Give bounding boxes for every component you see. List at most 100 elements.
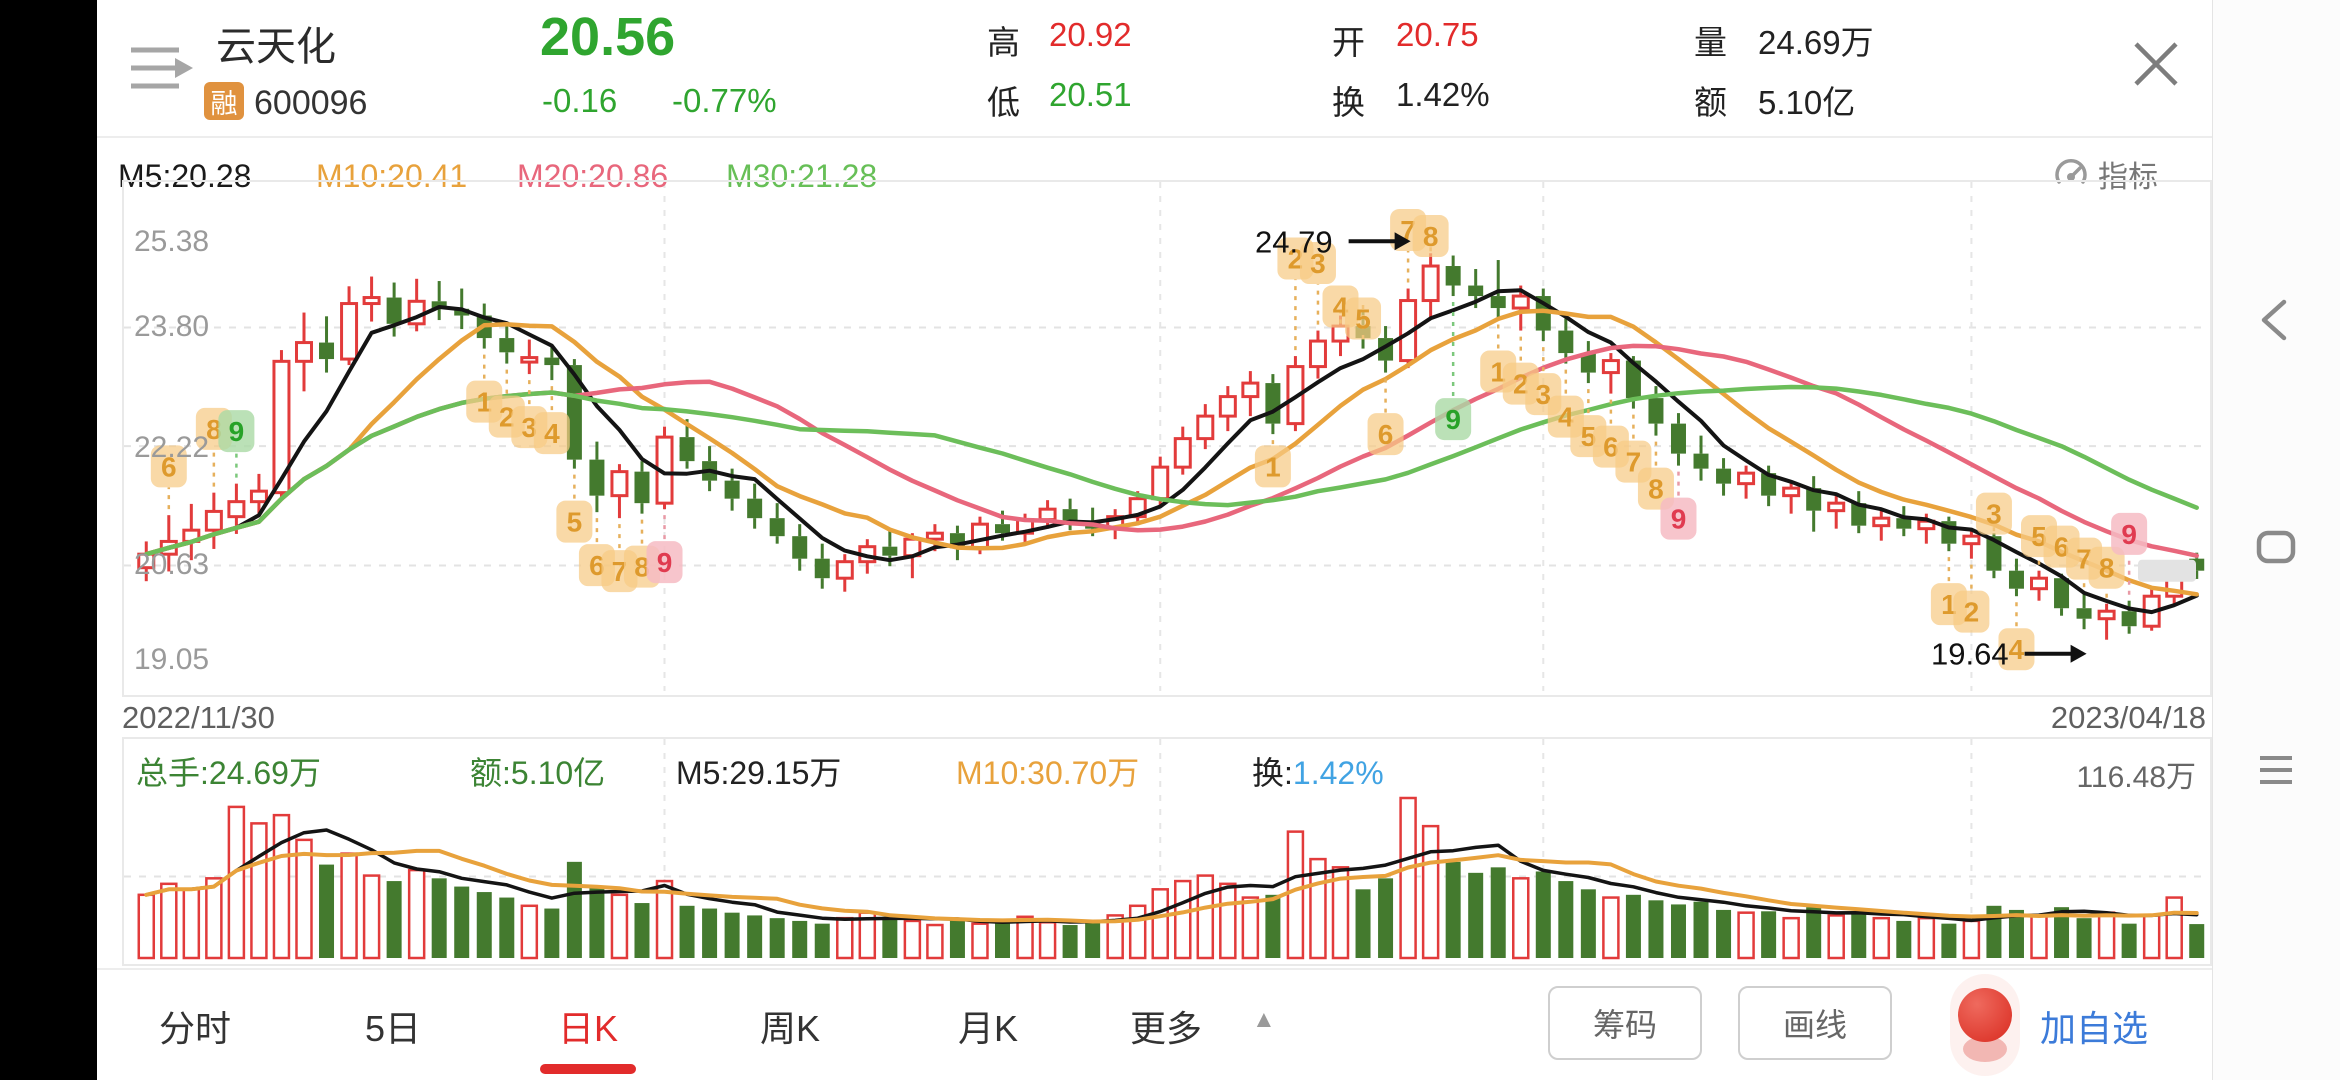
svg-text:6: 6	[589, 550, 605, 581]
stat-amount-value: 5.10亿	[1758, 84, 1856, 121]
svg-text:1: 1	[476, 387, 492, 418]
date-end: 2023/04/18	[2050, 700, 2206, 735]
vol-max-label: 116.48万	[2076, 761, 2196, 794]
recents-square-icon[interactable]	[2252, 523, 2300, 571]
menu-lines-icon[interactable]	[2252, 746, 2300, 794]
vol-turnover-value: 1.42%	[1292, 755, 1384, 791]
svg-text:9: 9	[2121, 519, 2137, 550]
stock-name: 云天化	[216, 25, 336, 69]
stat-volume-label: 量	[1694, 24, 1727, 61]
vol-ma10-label: M10:30.70万	[956, 755, 1140, 791]
volume-panel	[122, 737, 2212, 966]
svg-text:24.79: 24.79	[1255, 224, 1333, 259]
margin-badge: 融	[204, 82, 244, 120]
right-nav-rail	[2212, 0, 2340, 1080]
svg-text:6: 6	[1378, 419, 1394, 450]
stat-high-value: 20.92	[1049, 16, 1132, 53]
svg-text:1: 1	[1941, 589, 1957, 620]
indicator-button[interactable]: 指标	[2052, 152, 2158, 196]
ma10-legend: M10:20.41	[316, 158, 468, 194]
svg-text:5: 5	[1581, 421, 1597, 452]
svg-text:9: 9	[229, 416, 245, 447]
active-tab-indicator	[540, 1064, 636, 1074]
close-button[interactable]	[2128, 36, 2184, 97]
svg-text:2: 2	[1513, 369, 1529, 400]
svg-text:5: 5	[2031, 521, 2047, 552]
stat-open-value: 20.75	[1396, 16, 1479, 53]
stat-turnover-label: 换	[1332, 84, 1365, 121]
svg-text:3: 3	[1535, 379, 1551, 410]
tab-more[interactable]: 更多	[1130, 1000, 1202, 1052]
close-icon	[2134, 42, 2178, 86]
y-axis-label: 20.63	[134, 548, 210, 581]
svg-text:4: 4	[1558, 402, 1574, 433]
vol-ma5-label: M5:29.15万	[676, 755, 842, 791]
svg-text:2: 2	[499, 402, 515, 433]
stat-high-label: 高	[987, 24, 1020, 61]
y-axis-label: 25.38	[134, 225, 210, 258]
svg-text:2: 2	[1288, 244, 1304, 275]
date-start: 2022/11/30	[122, 700, 275, 735]
tab-minute[interactable]: 分时	[159, 1000, 231, 1052]
indicator-label: 指标	[2098, 161, 2158, 194]
svg-text:5: 5	[567, 507, 583, 538]
gauge-icon	[2055, 159, 2087, 184]
svg-text:8: 8	[634, 552, 650, 583]
svg-text:6: 6	[2054, 532, 2070, 563]
y-axis-label: 22.22	[134, 431, 210, 464]
svg-text:1: 1	[1490, 357, 1506, 388]
switch-stock-icon[interactable]	[125, 42, 197, 99]
stat-open-label: 开	[1332, 24, 1365, 61]
svg-text:3: 3	[522, 412, 538, 443]
tab-5day[interactable]: 5日	[365, 1000, 421, 1052]
vol-turnover: 换:1.42%	[1252, 748, 1384, 794]
vol-total-label: 总手:24.69万	[136, 755, 321, 791]
stat-turnover-value: 1.42%	[1396, 76, 1490, 113]
svg-text:2: 2	[1964, 597, 1980, 628]
kline-panel	[122, 180, 2212, 697]
svg-text:7: 7	[1626, 447, 1642, 478]
svg-text:19.64: 19.64	[1931, 637, 2009, 672]
vol-turnover-label: 换:	[1252, 755, 1293, 791]
tab-weekly-k[interactable]: 周K	[760, 1000, 820, 1052]
stock-code: 600096	[254, 84, 368, 122]
stat-amount-label: 额	[1694, 84, 1727, 121]
add-watchlist-button[interactable]: 加自选	[2040, 1008, 2149, 1049]
price-change-pct: -0.77%	[672, 82, 777, 119]
svg-text:9: 9	[657, 547, 673, 578]
svg-text:9: 9	[1445, 404, 1461, 435]
svg-text:4: 4	[2009, 634, 2025, 665]
left-notch-strip	[0, 0, 97, 1080]
last-price: 20.56	[540, 7, 676, 67]
svg-text:8: 8	[2099, 553, 2115, 584]
ma5-legend: M5:20.28	[118, 158, 252, 194]
svg-text:9: 9	[1671, 504, 1687, 535]
ma20-legend: M20:20.86	[517, 158, 669, 194]
svg-text:7: 7	[2076, 544, 2092, 575]
vol-amount-label: 额:5.10亿	[470, 755, 606, 791]
chips-distribution-button[interactable]: 筹码	[1548, 986, 1702, 1060]
price-change: -0.16	[542, 82, 618, 119]
y-axis-label: 23.80	[134, 310, 210, 343]
svg-text:8: 8	[206, 414, 222, 445]
tab-daily-k[interactable]: 日K	[558, 1000, 618, 1052]
svg-text:3: 3	[1310, 248, 1326, 279]
header-divider	[97, 136, 2212, 138]
more-caret-icon[interactable]: ▲	[1252, 1006, 1276, 1033]
svg-text:1: 1	[1265, 451, 1281, 482]
svg-text:3: 3	[1986, 499, 2002, 530]
tab-monthly-k[interactable]: 月K	[958, 1000, 1018, 1052]
draw-line-button[interactable]: 画线	[1738, 986, 1892, 1060]
stat-low-label: 低	[987, 84, 1020, 121]
svg-text:8: 8	[1648, 474, 1664, 505]
svg-text:5: 5	[1355, 304, 1371, 335]
assistant-ball-icon[interactable]	[1958, 988, 2012, 1042]
back-chevron-icon[interactable]	[2252, 296, 2300, 344]
ma30-legend: M30:21.28	[726, 158, 878, 194]
svg-text:6: 6	[1603, 432, 1619, 463]
y-axis-label: 19.05	[134, 643, 210, 676]
stat-low-value: 20.51	[1049, 76, 1132, 113]
svg-text:4: 4	[544, 418, 560, 449]
svg-text:6: 6	[161, 451, 177, 482]
